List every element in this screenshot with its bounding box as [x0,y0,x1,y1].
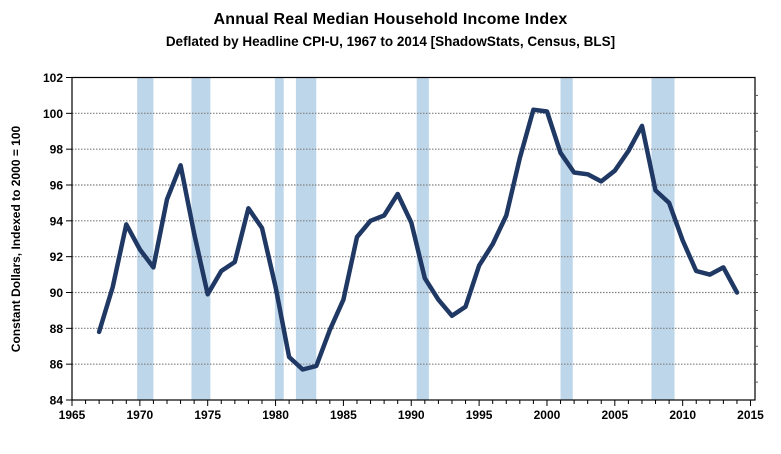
x-tick-label: 2010 [669,408,696,422]
y-tick-label: 100 [43,107,63,121]
y-tick-label: 90 [50,286,64,300]
x-tick-label: 1980 [262,408,289,422]
x-tick-label: 1995 [466,408,493,422]
x-tick-label: 2005 [601,408,628,422]
y-axis: 84 86 88 90 92 94 96 98 100 102 [43,71,72,408]
x-tick-label: 2015 [737,408,764,422]
x-tick-label: 1985 [330,408,357,422]
x-tick-label: 1970 [127,408,154,422]
y-tick-label: 94 [50,214,64,228]
y-tick-label: 84 [50,394,64,408]
y-tick-label: 98 [50,143,64,157]
x-tick-label: 1990 [398,408,425,422]
x-tick-label: 1975 [194,408,221,422]
y-tick-label: 102 [43,71,63,85]
chart-subtitle: Deflated by Headline CPI-U, 1967 to 2014… [165,34,616,49]
y-tick-label: 92 [50,250,64,264]
x-tick-label: 1965 [59,408,86,422]
y-tick-label: 96 [50,179,64,193]
data-line [96,107,740,372]
right-border-ticks [755,94,758,383]
y-tick-label: 88 [50,322,64,336]
x-tick-label: 2000 [534,408,561,422]
x-axis: 1965 1970 1975 1980 1985 1990 1995 2000 2005 2010… [59,400,764,422]
chart-title: Annual Real Median Household Income Inde… [213,11,568,28]
y-tick-label: 86 [50,358,64,372]
recession-bands [137,77,675,400]
